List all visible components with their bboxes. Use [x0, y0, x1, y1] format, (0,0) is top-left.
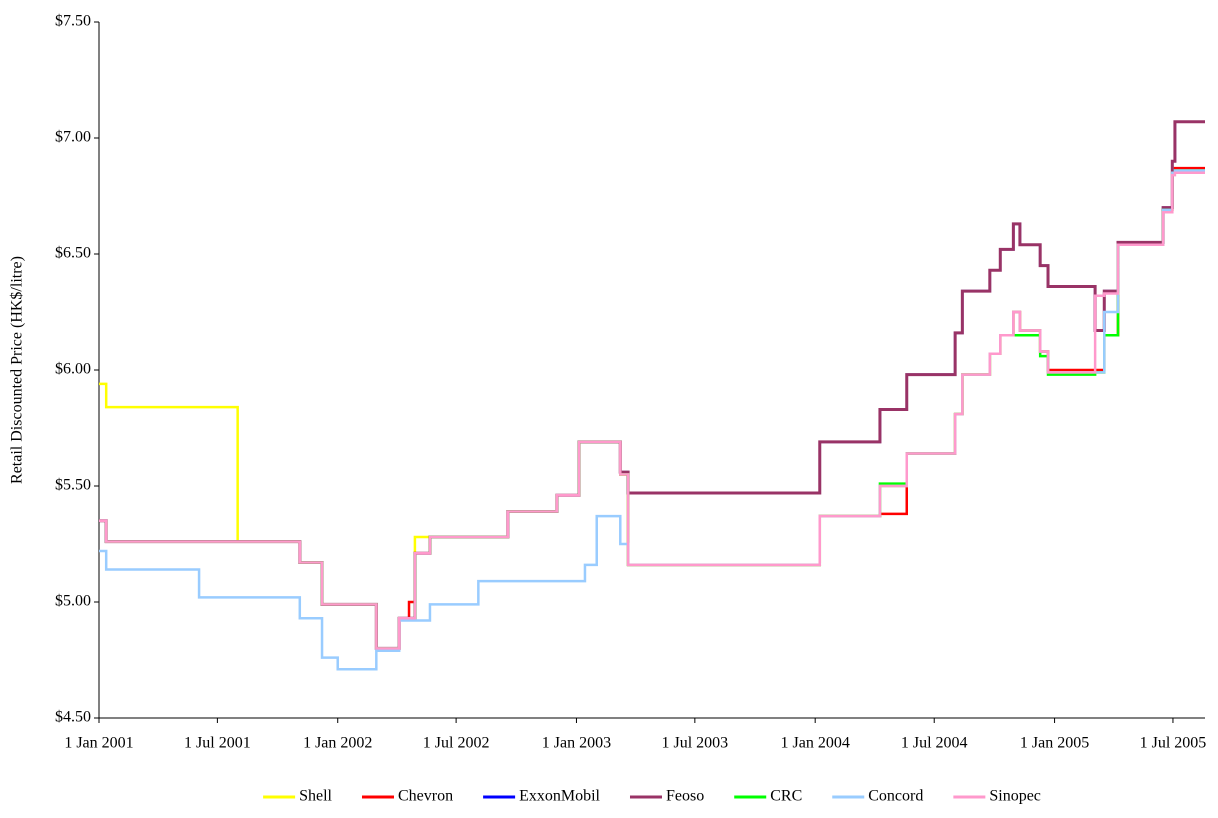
- x-tick-label: 1 Jan 2004: [781, 735, 850, 752]
- series-line: [99, 120, 1205, 650]
- y-tick-label: $5.50: [55, 477, 91, 494]
- legend-label: Concord: [868, 788, 923, 805]
- y-tick-label: $7.00: [55, 129, 91, 146]
- y-tick-label: $6.00: [55, 361, 91, 378]
- y-axis-label: Retail Discounted Price (HK$/litre): [9, 256, 26, 484]
- series-line: [99, 166, 1205, 650]
- series-line: [99, 120, 1205, 650]
- y-tick-label: $4.50: [55, 709, 91, 726]
- y-tick-label: $7.50: [55, 13, 91, 30]
- legend-label: Sinopec: [989, 788, 1041, 805]
- x-tick-label: 1 Jul 2003: [662, 735, 729, 752]
- x-tick-label: 1 Jan 2002: [303, 735, 372, 752]
- x-tick-label: 1 Jan 2005: [1020, 735, 1089, 752]
- x-tick-label: 1 Jan 2003: [542, 735, 611, 752]
- y-tick-label: $5.00: [55, 593, 91, 610]
- series-line: [99, 169, 1205, 650]
- x-tick-label: 1 Jul 2004: [901, 735, 968, 752]
- series-line: [99, 169, 1205, 650]
- legend-label: Chevron: [398, 788, 453, 805]
- series-line: [99, 171, 1205, 650]
- legend-label: ExxonMobil: [519, 788, 600, 805]
- x-tick-label: 1 Jul 2002: [423, 735, 490, 752]
- x-tick-label: 1 Jan 2001: [64, 735, 133, 752]
- legend-label: CRC: [770, 788, 802, 805]
- x-tick-label: 1 Jul 2005: [1140, 735, 1207, 752]
- y-tick-label: $6.50: [55, 245, 91, 262]
- x-tick-label: 1 Jul 2001: [184, 735, 251, 752]
- legend-label: Shell: [299, 788, 332, 805]
- legend-label: Feoso: [666, 788, 704, 805]
